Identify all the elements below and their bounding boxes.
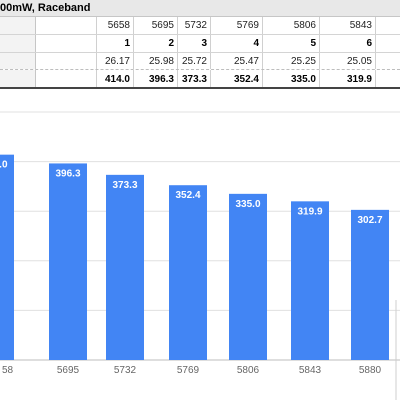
table-cell[interactable]: 396.3 [134,70,178,87]
table-cell[interactable]: 335.0 [263,70,320,87]
bar-value-label: 335.0 [235,199,260,210]
table-cell[interactable]: 5695 [134,17,178,34]
x-tick-label: 5769 [177,365,200,376]
spreadsheet-table: 00mW, Raceband 5658 5695 5732 5769 5806 … [0,0,400,92]
table-cell[interactable]: 25.05 [320,53,376,69]
x-tick-label: 5695 [57,365,80,376]
table-cell[interactable]: 3 [178,35,211,52]
table-cell[interactable]: 2 [134,35,178,52]
table-cell[interactable] [376,35,400,52]
x-tick-label: 5732 [114,365,137,376]
table-cell[interactable]: 319.9 [320,70,376,87]
table-cell[interactable] [376,70,400,87]
x-tick-label: 5843 [299,365,322,376]
table-cell[interactable]: 414.0 [97,70,134,87]
table-cell[interactable]: 6 [320,35,376,52]
table-cell[interactable]: 25.25 [263,53,320,69]
table-cell[interactable]: 373.3 [178,70,211,87]
bar[interactable] [49,163,87,360]
bar-value-label: 373.3 [112,180,137,191]
bar[interactable] [0,154,14,360]
table-cell[interactable]: 352.4 [211,70,263,87]
row-header-cell[interactable] [0,70,36,87]
table-title: 00mW, Raceband [0,2,91,14]
table-cell[interactable]: 25.98 [134,53,178,69]
bar[interactable] [169,185,207,360]
table-cell[interactable] [36,17,97,34]
bar-chart[interactable]: 414.0 58 396.3 5695 373.3 5732 352.4 5769 335.0 5… [0,92,400,400]
table-cell[interactable] [376,53,400,69]
x-tick-label: 5880 [359,365,382,376]
row-header-cell[interactable] [0,53,36,69]
bar-value-label: 302.7 [357,215,382,226]
table-cell[interactable] [36,53,97,69]
table-cell[interactable]: 5769 [211,17,263,34]
bar-chart-svg: 414.0 58 396.3 5695 373.3 5732 352.4 5769 335.0 5… [0,111,400,400]
bar-value-label: 319.9 [297,206,322,217]
row-header-cell[interactable] [0,17,36,34]
table-cell[interactable]: 26.17 [97,53,134,69]
bar-value-label: 352.4 [175,190,200,201]
bar[interactable] [106,174,144,360]
mw-row: 414.0 396.3 373.3 352.4 335.0 319.9 [0,70,400,89]
table-cell[interactable] [376,17,400,34]
table-cell[interactable]: 5806 [263,17,320,34]
frequency-row: 5658 5695 5732 5769 5806 5843 [0,17,400,35]
bar[interactable] [229,193,267,360]
table-cell[interactable]: 25.47 [211,53,263,69]
table-cell[interactable]: 5 [263,35,320,52]
channel-row: 1 2 3 4 5 6 [0,35,400,53]
bar-value-label: 414.0 [0,160,8,171]
table-title-row: 00mW, Raceband [0,0,400,17]
bar-value-label: 396.3 [55,168,80,179]
table-cell[interactable]: 5732 [178,17,211,34]
x-tick-label: 58 [2,365,14,376]
table-cell[interactable]: 25.72 [178,53,211,69]
table-cell[interactable] [36,35,97,52]
table-cell[interactable]: 1 [97,35,134,52]
bar[interactable] [351,209,389,360]
table-cell[interactable]: 4 [211,35,263,52]
table-cell[interactable]: 5658 [97,17,134,34]
dbm-row: 26.17 25.98 25.72 25.47 25.25 25.05 [0,53,400,70]
row-header-cell[interactable] [0,35,36,52]
x-tick-label: 5806 [237,365,260,376]
table-cell[interactable]: 5843 [320,17,376,34]
table-cell[interactable] [36,70,97,87]
bar[interactable] [291,201,329,360]
